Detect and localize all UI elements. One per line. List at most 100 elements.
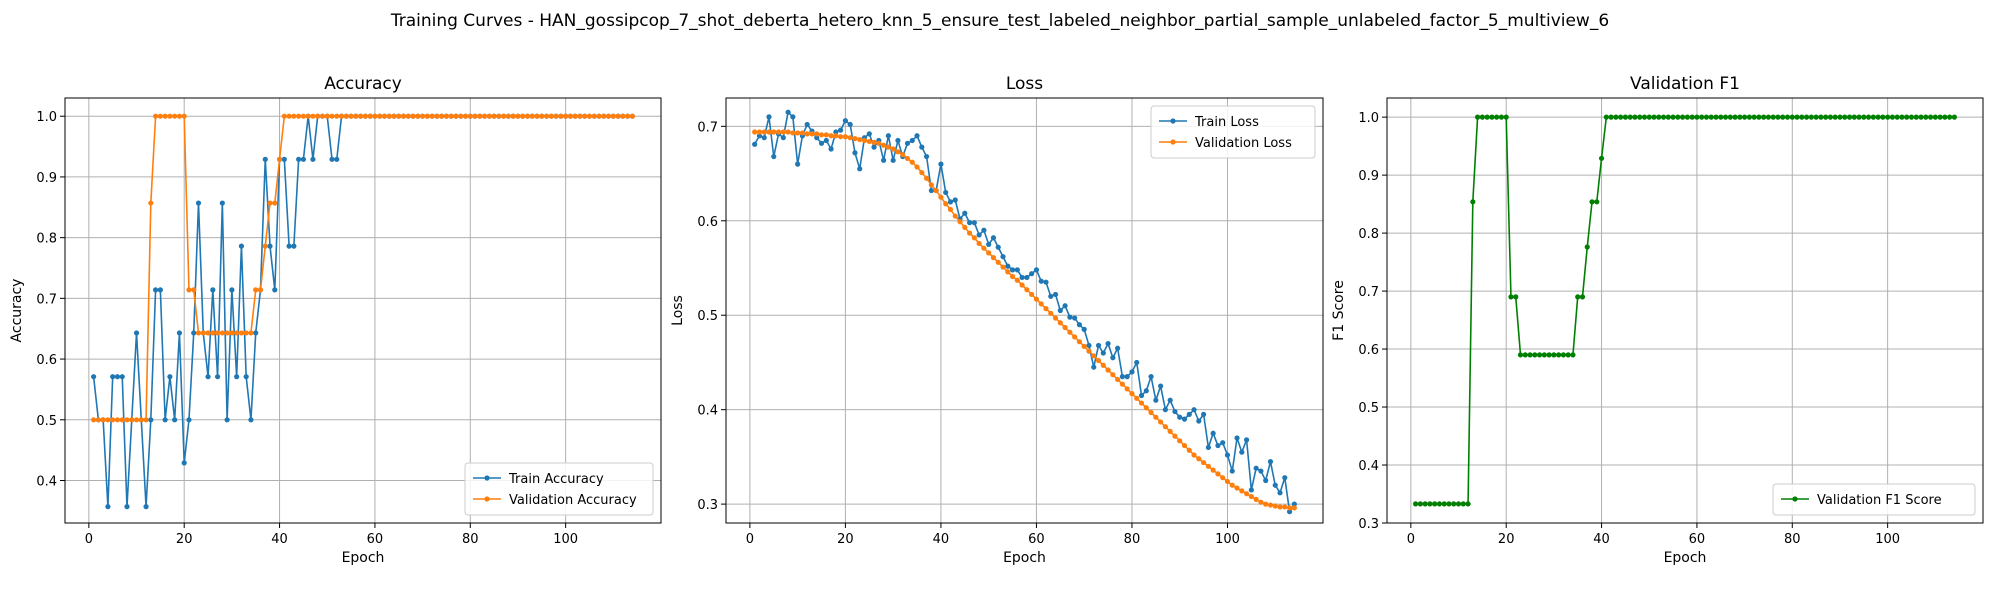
data-point — [1167, 397, 1173, 403]
data-point — [1181, 442, 1188, 449]
data-point — [909, 159, 915, 165]
data-point — [1899, 114, 1905, 120]
data-point — [1746, 114, 1752, 120]
data-point — [823, 132, 829, 138]
data-point — [1627, 114, 1633, 120]
data-point — [1789, 114, 1795, 120]
data-point — [1479, 114, 1485, 120]
data-point — [1856, 114, 1862, 120]
y-tick-label: 0.8 — [1358, 227, 1379, 242]
chart-title: Loss — [1006, 74, 1043, 94]
data-point — [752, 141, 758, 147]
data-point — [1014, 267, 1020, 273]
y-tick-label: 0.5 — [1358, 401, 1379, 416]
data-point — [833, 133, 839, 139]
data-point — [952, 213, 958, 219]
data-point — [1727, 114, 1733, 120]
series-line-validation-loss — [754, 131, 1295, 509]
data-point — [338, 113, 345, 119]
data-point — [790, 114, 796, 120]
x-tick-label: 0 — [1407, 532, 1415, 547]
data-point — [1158, 383, 1164, 389]
data-point — [148, 417, 154, 423]
data-point — [995, 244, 1001, 250]
data-point — [1162, 424, 1168, 430]
data-point — [567, 113, 574, 119]
data-point — [1651, 114, 1657, 120]
data-point — [243, 374, 249, 380]
data-point — [95, 417, 101, 423]
data-point — [1110, 372, 1116, 378]
data-point — [1751, 114, 1757, 120]
data-point — [424, 113, 430, 119]
data-point — [257, 287, 264, 293]
data-point — [871, 139, 877, 145]
data-point — [1575, 294, 1581, 300]
data-point — [1589, 199, 1595, 205]
data-point — [434, 113, 440, 119]
x-tick-label: 80 — [1124, 532, 1141, 547]
data-point — [91, 417, 97, 423]
data-point — [462, 113, 469, 119]
data-point — [1603, 114, 1609, 120]
data-point — [928, 182, 934, 188]
data-point — [1527, 352, 1533, 358]
data-point — [110, 417, 116, 423]
data-point — [1019, 274, 1025, 281]
data-point — [596, 113, 602, 119]
data-point — [1761, 114, 1767, 120]
data-point — [895, 137, 901, 144]
y-tick-label: 0.6 — [1358, 343, 1379, 358]
data-point — [1489, 114, 1495, 120]
data-point — [248, 417, 254, 423]
data-point — [1827, 114, 1834, 120]
data-point — [938, 194, 944, 200]
data-point — [1765, 114, 1772, 120]
data-point — [1029, 271, 1035, 277]
data-point — [1196, 418, 1202, 424]
data-point — [1584, 244, 1590, 250]
data-point — [443, 113, 450, 119]
x-tick-label: 0 — [85, 532, 93, 547]
data-point — [981, 227, 987, 233]
y-axis-label: Accuracy — [9, 279, 25, 343]
data-point — [990, 235, 997, 241]
legend-box — [464, 462, 654, 516]
data-point — [181, 460, 187, 466]
data-point — [861, 137, 868, 144]
data-point — [804, 131, 810, 137]
data-point — [138, 417, 144, 423]
data-point — [1517, 352, 1524, 358]
data-point — [1498, 114, 1505, 120]
data-point — [396, 113, 402, 119]
data-point — [1465, 501, 1471, 507]
data-point — [543, 113, 550, 119]
legend-marker — [484, 496, 490, 502]
x-tick-label: 20 — [176, 532, 193, 547]
series-line-validation-accuracy — [93, 115, 633, 421]
data-point — [1129, 369, 1135, 375]
data-point — [1286, 509, 1293, 515]
data-point — [1808, 114, 1814, 120]
data-point — [610, 113, 616, 119]
data-point — [496, 113, 502, 119]
data-point — [167, 374, 173, 380]
data-point — [1889, 114, 1896, 120]
data-point — [1024, 274, 1030, 281]
data-point — [1229, 482, 1235, 488]
data-point — [904, 140, 911, 146]
data-point — [348, 113, 354, 119]
data-point — [1038, 278, 1044, 284]
y-tick-label: 0.5 — [697, 309, 718, 324]
data-point — [195, 330, 202, 336]
data-point — [1105, 367, 1111, 373]
data-point — [1119, 374, 1126, 380]
data-point — [766, 129, 772, 135]
data-point — [962, 210, 968, 216]
data-point — [329, 113, 335, 119]
data-point — [143, 417, 149, 423]
data-point — [1913, 114, 1919, 120]
data-point — [400, 113, 407, 119]
series-line-train-accuracy — [92, 115, 633, 508]
data-point — [909, 137, 915, 144]
